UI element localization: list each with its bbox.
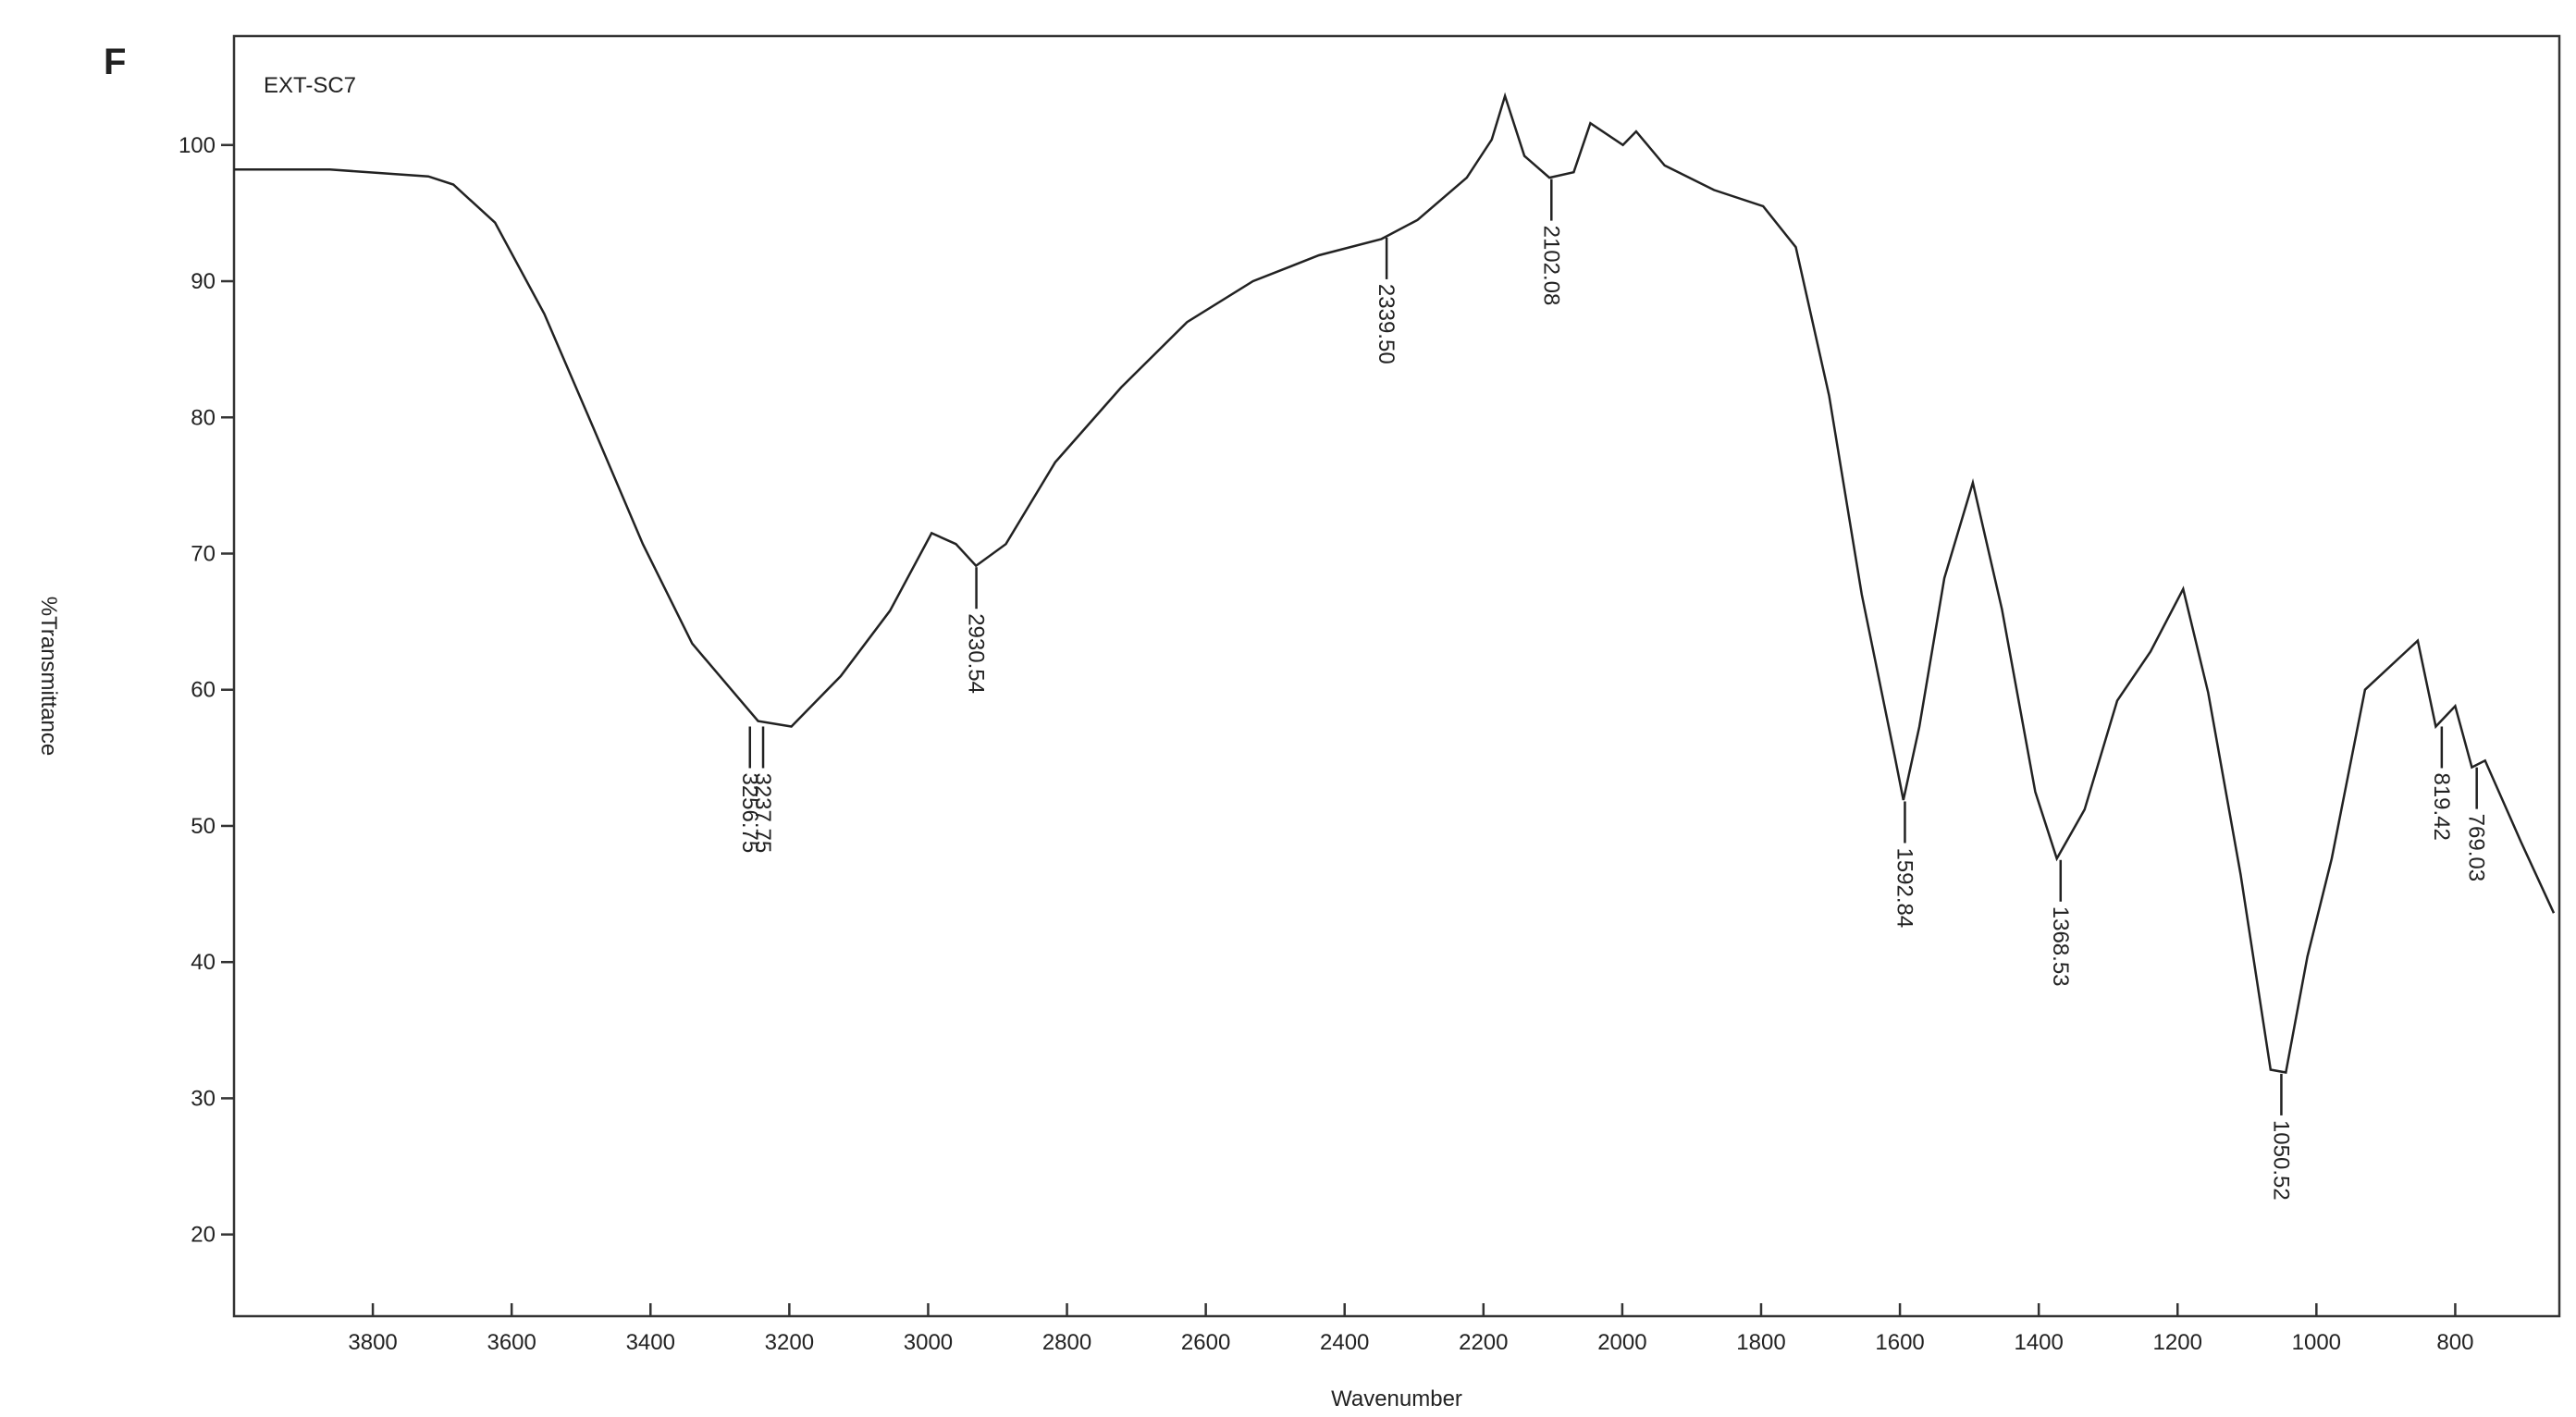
x-tick-label: 1000 xyxy=(2292,1330,2341,1355)
x-tick-label: 2800 xyxy=(1042,1330,1091,1355)
peak-label: 2930.54 xyxy=(964,613,989,694)
peak-label: 2339.50 xyxy=(1374,284,1399,364)
plot-frame xyxy=(232,34,2561,1318)
spectrum-line xyxy=(234,92,2556,1074)
x-tick-label: 2400 xyxy=(1320,1330,1369,1355)
peak-label: 1592.84 xyxy=(1892,847,1917,928)
x-tick-label: 1400 xyxy=(2014,1330,2063,1355)
x-tick-label: 800 xyxy=(2436,1330,2473,1355)
y-axis-title: %Transmittance xyxy=(36,597,61,757)
x-tick-label: 1800 xyxy=(1736,1330,1785,1355)
legend-label: EXT-SC7 xyxy=(264,73,356,98)
peak-label: 1050.52 xyxy=(2268,1120,2293,1201)
x-tick-label: 3400 xyxy=(626,1330,675,1355)
y-tick-label: 90 xyxy=(191,269,216,294)
peak-label: 3256.75 xyxy=(737,772,762,853)
peak-label: 819.42 xyxy=(2429,772,2454,840)
x-tick-label: 3800 xyxy=(348,1330,397,1355)
peak-label: 3237.75 xyxy=(750,772,775,853)
x-axis-title: Wavenumber xyxy=(1331,1386,1462,1411)
peak-label: 1368.53 xyxy=(2048,906,2073,987)
x-tick-label: 3000 xyxy=(904,1330,953,1355)
x-tick-label: 2200 xyxy=(1459,1330,1508,1355)
peak-label: 769.03 xyxy=(2464,814,2489,881)
y-tick-label: 60 xyxy=(191,678,216,703)
x-tick-label: 2600 xyxy=(1181,1330,1230,1355)
y-tick-label: 80 xyxy=(191,405,216,430)
y-tick-label: 50 xyxy=(191,814,216,839)
x-tick-label: 3200 xyxy=(765,1330,814,1355)
peak-label: 2102.08 xyxy=(1538,226,1563,306)
x-tick-label: 3600 xyxy=(487,1330,536,1355)
x-tick-label: 2000 xyxy=(1597,1330,1646,1355)
panel-label: F xyxy=(104,42,126,82)
x-tick-label: 1600 xyxy=(1875,1330,1924,1355)
x-tick-label: 1200 xyxy=(2153,1330,2202,1355)
y-tick-label: 40 xyxy=(191,950,216,975)
y-tick-label: 20 xyxy=(191,1223,216,1248)
y-tick-label: 30 xyxy=(191,1086,216,1111)
y-tick-label: 100 xyxy=(179,133,216,158)
y-tick-label: 70 xyxy=(191,541,216,566)
